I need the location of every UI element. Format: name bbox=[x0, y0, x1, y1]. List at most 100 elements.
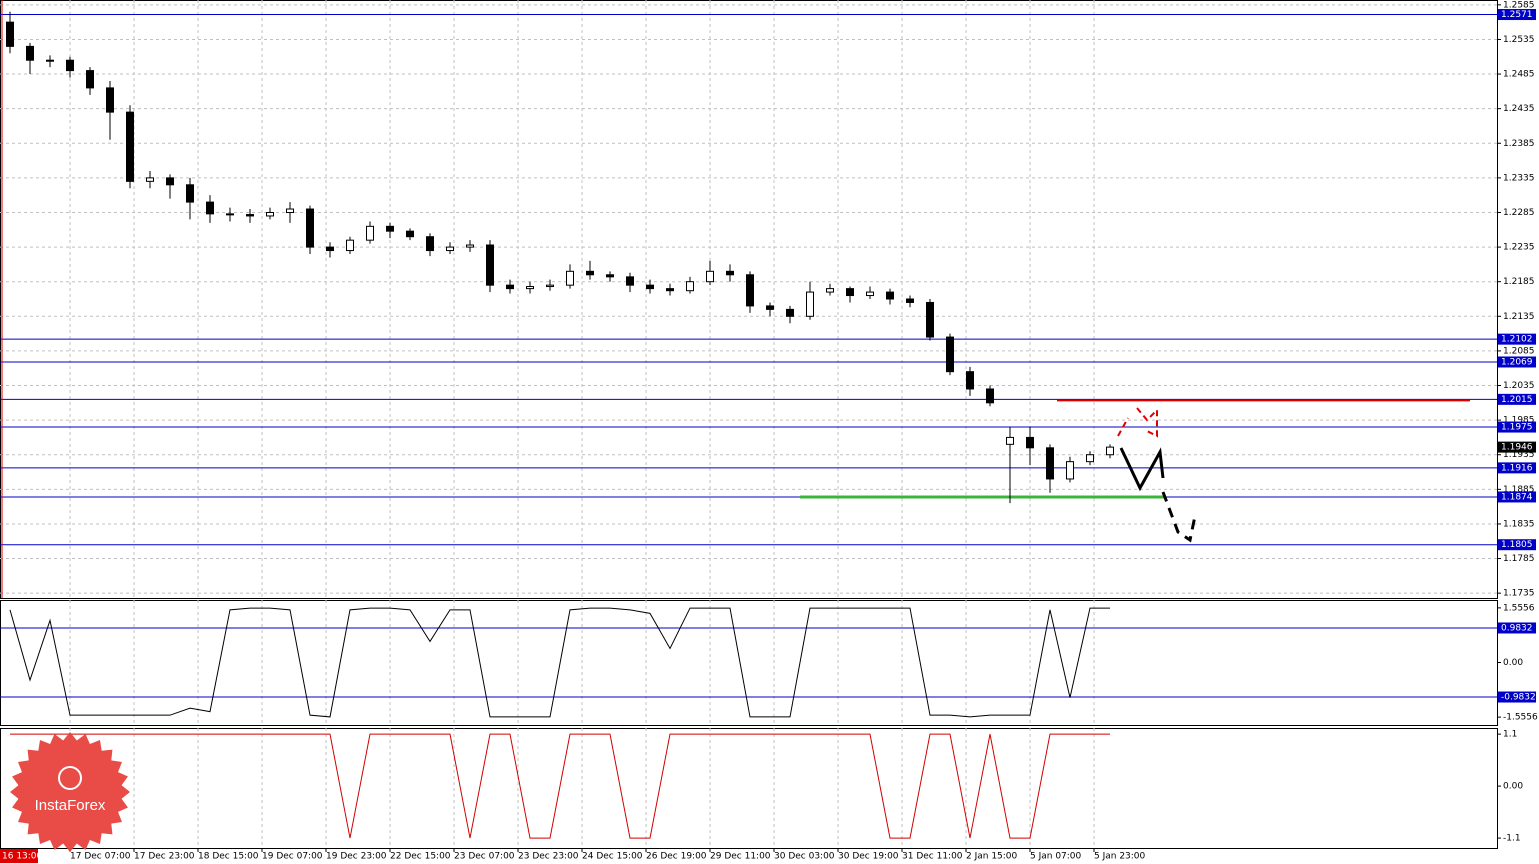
x-tick-label: 17 Dec 23:00 bbox=[134, 852, 195, 862]
x-tick-label: 22 Dec 15:00 bbox=[390, 852, 451, 862]
candle-body bbox=[566, 270, 574, 286]
level-label: 1.2015 bbox=[1501, 395, 1533, 405]
panel-frame bbox=[0, 0, 1498, 599]
candle-body bbox=[766, 305, 774, 310]
candle-body bbox=[306, 208, 314, 248]
candle-body bbox=[246, 214, 254, 217]
candle-body bbox=[466, 244, 474, 248]
y-tick-label: 1.2035 bbox=[1503, 381, 1535, 391]
level-label: 0.9832 bbox=[1501, 623, 1533, 633]
level-box bbox=[1498, 9, 1536, 21]
y-tick-label: 1.2485 bbox=[1503, 70, 1535, 80]
y-tick-label: 1.2335 bbox=[1503, 173, 1535, 183]
x-tick-label: 26 Dec 19:00 bbox=[646, 852, 707, 862]
level-label: 1.1805 bbox=[1501, 540, 1533, 550]
y-tick-label: 1.1985 bbox=[1503, 416, 1535, 426]
x-tick-label: 18 Dec 15:00 bbox=[198, 852, 259, 862]
candle-body bbox=[586, 270, 594, 276]
y-tick-label: 1.2385 bbox=[1503, 139, 1535, 149]
time-start-label: 16 13:00 bbox=[2, 852, 43, 862]
level-box bbox=[1498, 393, 1536, 405]
candle-body bbox=[506, 284, 514, 290]
y-tick-label: 1.2185 bbox=[1503, 277, 1535, 287]
candle-body bbox=[386, 225, 394, 232]
y-tick-label: 1.5556 bbox=[1503, 603, 1535, 613]
forecast-path bbox=[1119, 447, 1165, 492]
x-tick-label: 5 Jan 23:00 bbox=[1094, 852, 1146, 862]
level-box bbox=[1498, 691, 1536, 703]
y-tick-label: 1.1 bbox=[1503, 730, 1517, 740]
y-tick-label: 1.2085 bbox=[1503, 346, 1535, 356]
candle-body bbox=[486, 244, 494, 286]
candle-body bbox=[1066, 461, 1074, 480]
candle-body bbox=[226, 213, 234, 216]
y-tick-label: 1.1735 bbox=[1503, 589, 1535, 599]
panel-frame bbox=[0, 728, 1498, 849]
candle-body bbox=[886, 291, 894, 300]
candle-body bbox=[86, 70, 94, 89]
y-tick-label: 1.2535 bbox=[1503, 35, 1535, 45]
x-tick-label: 29 Dec 11:00 bbox=[710, 852, 771, 862]
x-tick-label: 24 Dec 15:00 bbox=[582, 852, 643, 862]
candle-body bbox=[46, 59, 54, 62]
level-box bbox=[1498, 539, 1536, 551]
candle-body bbox=[966, 371, 974, 390]
candle-body bbox=[146, 177, 154, 182]
candle-body bbox=[526, 286, 534, 290]
candle-body bbox=[366, 225, 374, 241]
level-label: -0.9832 bbox=[1501, 693, 1536, 703]
candle-body bbox=[206, 201, 214, 215]
x-tick-label: 2 Jan 15:00 bbox=[966, 852, 1018, 862]
candle-body bbox=[286, 208, 294, 213]
candle-body bbox=[1026, 436, 1034, 449]
level-label: 1.2102 bbox=[1501, 335, 1533, 345]
level-box bbox=[1498, 622, 1536, 634]
candle-body bbox=[686, 281, 694, 292]
candle-body bbox=[626, 276, 634, 286]
indicator-line bbox=[10, 733, 1110, 839]
candle-body bbox=[346, 239, 354, 252]
y-tick-label: 1.1935 bbox=[1503, 450, 1535, 460]
candle-body bbox=[1086, 454, 1094, 463]
candle-body bbox=[1046, 447, 1054, 480]
x-tick-label: 19 Dec 07:00 bbox=[262, 852, 323, 862]
level-label: 1.1975 bbox=[1501, 423, 1533, 433]
level-label: 1.2571 bbox=[1501, 10, 1533, 20]
candle-body bbox=[1006, 436, 1014, 445]
candle-body bbox=[946, 336, 954, 373]
candle-body bbox=[106, 87, 114, 113]
x-tick-label: 5 Jan 07:00 bbox=[1030, 852, 1082, 862]
y-tick-label: 1.2285 bbox=[1503, 208, 1535, 218]
candle-body bbox=[446, 246, 454, 252]
level-box bbox=[1498, 491, 1536, 503]
candle-body bbox=[986, 388, 994, 404]
candle-body bbox=[746, 274, 754, 307]
x-tick-label: 19 Dec 23:00 bbox=[326, 852, 387, 862]
candle-body bbox=[26, 45, 34, 61]
candle-body bbox=[726, 270, 734, 276]
y-tick-label: 0.00 bbox=[1503, 658, 1523, 668]
candle-body bbox=[406, 230, 414, 238]
candle-body bbox=[66, 59, 74, 72]
x-tick-label: 30 Dec 03:00 bbox=[774, 852, 835, 862]
level-box bbox=[1498, 333, 1536, 345]
candle-body bbox=[926, 301, 934, 338]
candle-body bbox=[126, 111, 134, 182]
candle-body bbox=[166, 177, 174, 186]
candle-body bbox=[266, 211, 274, 217]
candle-body bbox=[826, 288, 834, 293]
x-tick-label: 17 Dec 07:00 bbox=[70, 852, 131, 862]
y-tick-label: 1.2235 bbox=[1503, 243, 1535, 253]
y-tick-label: 1.1785 bbox=[1503, 554, 1535, 564]
candle-body bbox=[806, 291, 814, 317]
level-box bbox=[1498, 421, 1536, 433]
candle-body bbox=[646, 284, 654, 290]
x-tick-label: 23 Dec 23:00 bbox=[518, 852, 579, 862]
y-tick-label: -1.5556 bbox=[1503, 713, 1538, 723]
candle-body bbox=[906, 298, 914, 303]
candle-body bbox=[666, 288, 674, 292]
time-start-box bbox=[0, 849, 38, 863]
